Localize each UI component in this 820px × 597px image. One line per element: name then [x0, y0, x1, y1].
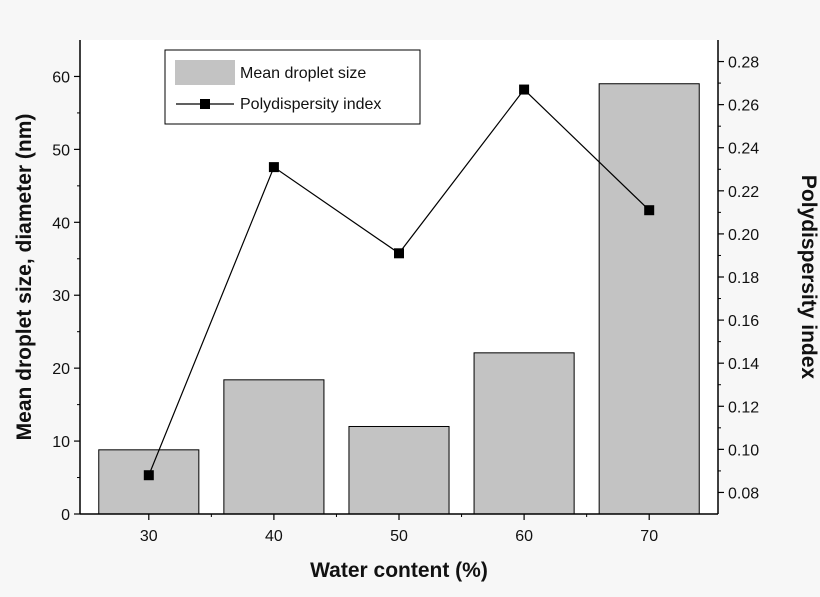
y2-tick-label: 0.28	[728, 55, 759, 72]
y2-axis-title: Polydispersity index	[797, 175, 820, 380]
y2-tick-label: 0.08	[728, 485, 759, 502]
y-tick-label: 20	[52, 361, 70, 378]
legend-marker-swatch	[200, 99, 210, 109]
x-tick-label: 60	[515, 528, 533, 545]
legend-bar-swatch	[175, 60, 235, 85]
x-tick-label: 50	[390, 528, 408, 545]
pdi-point-30	[143, 470, 154, 481]
y-tick-label: 10	[52, 434, 70, 451]
y-axis-title: Mean droplet size, diameter (nm)	[13, 114, 36, 441]
legend: Mean droplet size Polydispersity index	[164, 49, 421, 125]
y-tick-label: 40	[52, 215, 70, 232]
bars-group	[98, 83, 700, 515]
y-tick-label: 50	[52, 142, 70, 159]
y-tick-label: 30	[52, 288, 70, 305]
pdi-point-40	[268, 162, 279, 173]
y2-tick-label: 0.22	[728, 184, 759, 201]
bar-70	[598, 83, 700, 515]
y2-tick-label: 0.14	[728, 356, 759, 373]
x-tick-label: 40	[265, 528, 283, 545]
y2-tick-label: 0.18	[728, 270, 759, 287]
y-tick-label: 60	[52, 69, 70, 86]
y2-tick-label: 0.12	[728, 399, 759, 416]
x-axis-title: Water content (%)	[310, 559, 488, 582]
x-tick-label: 30	[140, 528, 158, 545]
pdi-point-50	[394, 248, 404, 259]
x-tick-label: 70	[640, 528, 658, 545]
y2-tick-label: 0.20	[728, 227, 759, 244]
bar-40	[223, 379, 325, 515]
pdi-line-group	[143, 84, 655, 481]
y2-tick-label: 0.26	[728, 98, 759, 115]
ticks-group: 0 10 20 30 40 50 60 0.08 0.10 0.12 0.14 0.16 0.18 0.2…	[52, 55, 759, 545]
y2-tick-label: 0.16	[728, 313, 759, 330]
legend-label-bars: Mean droplet size	[240, 65, 366, 82]
y-tick-label: 0	[61, 507, 70, 524]
legend-label-line: Polydispersity index	[240, 96, 381, 113]
pdi-point-60	[519, 84, 530, 95]
pdi-point-70	[644, 205, 655, 216]
bar-50	[348, 425, 450, 515]
bar-60	[473, 352, 575, 515]
y2-tick-label: 0.24	[728, 141, 759, 158]
bar-30	[98, 449, 200, 515]
y2-tick-label: 0.10	[728, 442, 759, 459]
